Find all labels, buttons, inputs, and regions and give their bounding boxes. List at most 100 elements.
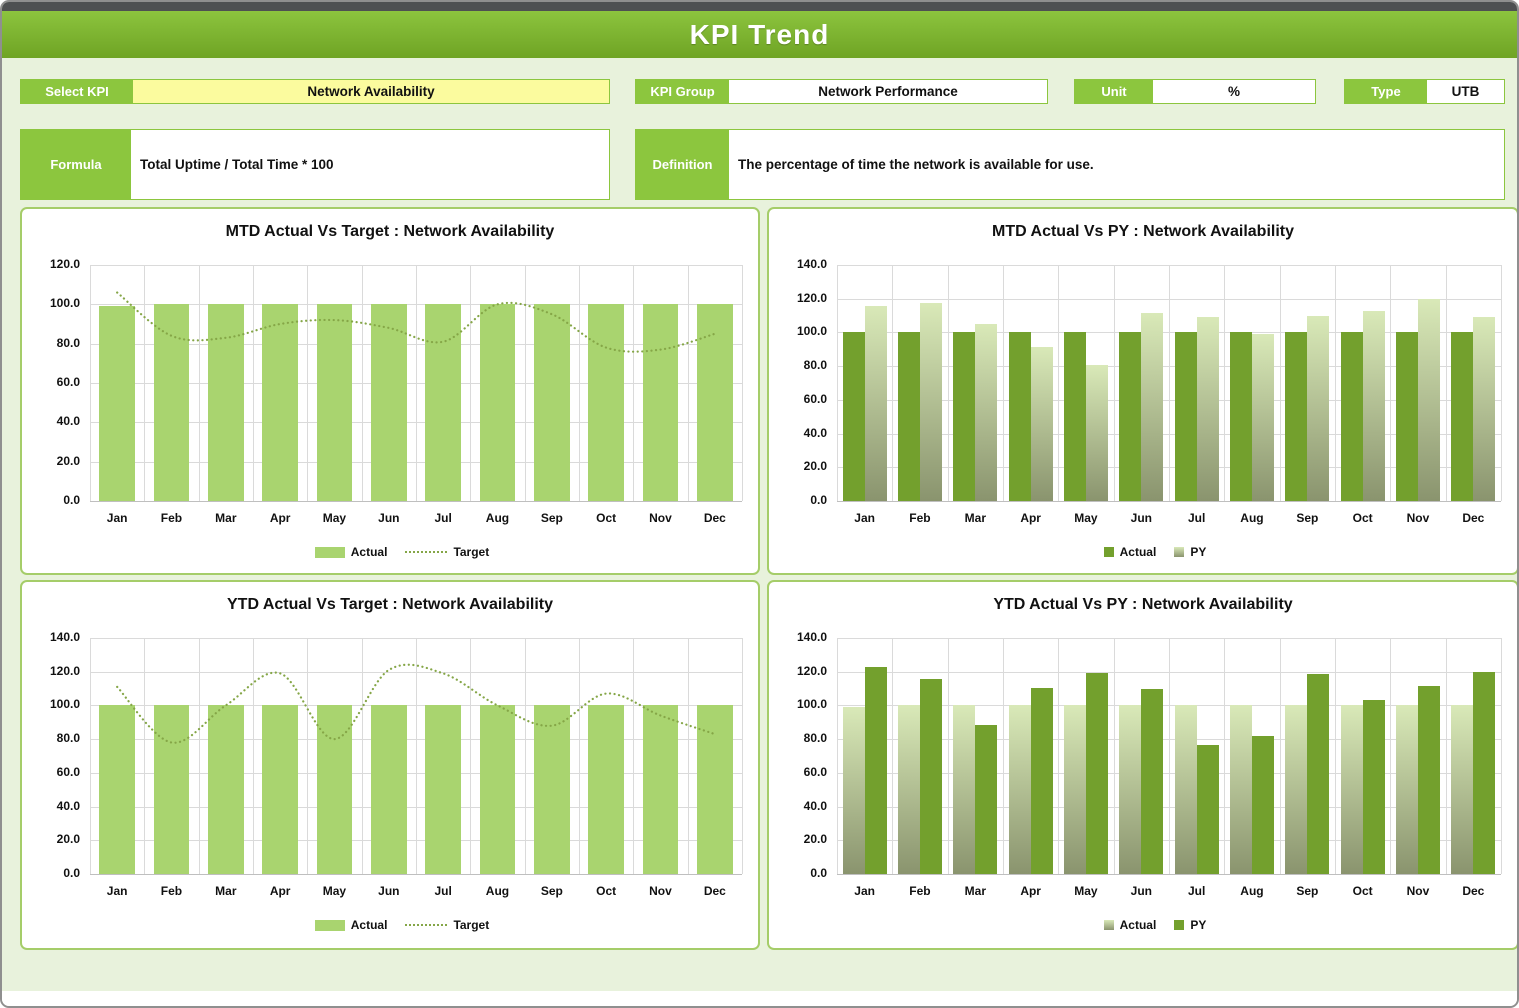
y-tick-label: 40.0 — [803, 798, 827, 813]
actual-bar-feb — [153, 304, 190, 501]
actual-bar-jun — [1119, 332, 1142, 501]
x-axis-label: Dec — [1462, 511, 1485, 525]
x-axis-label: Apr — [269, 884, 291, 898]
type-label: Type — [1345, 80, 1427, 103]
actual-bar-may — [316, 304, 353, 501]
legend-dotted-line-swatch — [405, 551, 448, 553]
x-axis-label: Mar — [964, 884, 986, 898]
x-axis-label: Dec — [703, 884, 726, 898]
actual-bar-feb — [897, 705, 920, 874]
window-top-strip — [2, 2, 1517, 11]
x-axis-label: May — [1074, 511, 1098, 525]
gridline-vertical — [361, 265, 363, 501]
py-bar-may — [1086, 365, 1109, 501]
actual-bar-aug — [479, 304, 516, 501]
x-axis-label: Jun — [378, 884, 400, 898]
actual-bar-sep — [533, 705, 570, 874]
y-tick-label: 80.0 — [56, 335, 80, 350]
y-tick-label: 0.0 — [63, 866, 80, 880]
actual-bar-jan — [99, 705, 136, 874]
legend-item-target: Target — [405, 545, 489, 559]
type-value: UTB — [1427, 80, 1504, 103]
gridline-vertical — [1445, 638, 1447, 874]
gridline-vertical — [470, 265, 472, 501]
py-bar-sep — [1307, 315, 1330, 501]
kpi-group-value: Network Performance — [729, 80, 1047, 103]
definition-field: Definition The percentage of time the ne… — [635, 129, 1505, 200]
y-tick-label: 60.0 — [803, 764, 827, 779]
actual-bar-jul — [1174, 705, 1197, 874]
py-bar-may — [1086, 672, 1109, 874]
y-tick-label: 120.0 — [796, 290, 827, 305]
x-axis-label: May — [1074, 884, 1098, 898]
py-bar-mar — [975, 324, 998, 501]
actual-bar-dec — [1451, 705, 1474, 874]
x-axis-label: Mar — [215, 511, 237, 525]
py-bar-mar — [975, 724, 998, 874]
py-bar-jul — [1196, 317, 1219, 501]
y-tick-label: 0.0 — [810, 866, 827, 880]
x-axis-label: Oct — [1352, 884, 1373, 898]
x-axis-label: Jan — [854, 884, 875, 898]
py-bar-nov — [1418, 298, 1441, 501]
actual-bar-dec — [696, 705, 733, 874]
ytd-actual-vs-py-chart: YTD Actual Vs PY : Network Availability 0… — [767, 580, 1517, 950]
gridline-vertical — [1003, 265, 1004, 501]
y-tick-label: 40.0 — [56, 414, 80, 429]
window-bottom-strip — [2, 991, 1517, 1006]
actual-bar-dec — [1451, 332, 1474, 501]
gridline-horizontal — [837, 874, 1501, 875]
gridline-vertical — [1113, 265, 1115, 501]
chart-title: MTD Actual Vs PY : Network Availability — [992, 223, 1294, 240]
unit-value: % — [1153, 80, 1315, 103]
y-tick-label: 100.0 — [49, 697, 80, 712]
formula-label: Formula — [21, 130, 131, 199]
gridline-vertical — [1058, 638, 1060, 874]
legend-label: Actual — [350, 918, 388, 932]
legend-label: PY — [1190, 918, 1207, 932]
y-tick-label: 80.0 — [803, 731, 827, 746]
legend-label: Target — [453, 918, 490, 932]
x-axis-label: Nov — [1406, 884, 1430, 898]
x-axis-label: Jul — [1187, 884, 1206, 898]
y-tick-label: 40.0 — [803, 425, 827, 440]
actual-bar-may — [1063, 705, 1086, 874]
py-bar-aug — [1252, 334, 1275, 501]
chart-legend: Actual PY — [809, 545, 1501, 559]
gridline-vertical — [524, 638, 526, 874]
legend-item-target: Target — [405, 918, 489, 932]
actual-bar-may — [316, 705, 353, 874]
x-axis-label: Nov — [1406, 511, 1430, 525]
ytd-actual-vs-target-chart: YTD Actual Vs Target : Network Availabil… — [20, 580, 760, 950]
gridline-vertical — [742, 638, 743, 874]
py-bar-sep — [1307, 674, 1330, 874]
select-kpi-field: Select KPI Network Availability — [20, 79, 610, 104]
gridline-vertical — [633, 638, 635, 874]
y-tick-label: 140.0 — [49, 630, 80, 644]
mtd-actual-vs-py-chart: MTD Actual Vs PY : Network Availability 0… — [767, 207, 1517, 575]
legend-item-actual: Actual — [1103, 545, 1157, 559]
actual-bar-jun — [370, 705, 407, 874]
gridline-vertical — [1224, 638, 1226, 874]
y-tick-label: 120.0 — [49, 663, 80, 678]
actual-bar-feb — [153, 705, 190, 874]
page-title: KPI Trend — [689, 18, 830, 50]
actual-bar-jun — [1119, 705, 1142, 874]
gridline-vertical — [90, 638, 91, 874]
legend-label: Actual — [350, 545, 388, 559]
gridline-vertical — [198, 265, 200, 501]
gridline-horizontal — [90, 501, 742, 502]
gridline-vertical — [144, 265, 146, 501]
legend-swatch — [1103, 920, 1114, 930]
legend-label: Actual — [1119, 545, 1157, 559]
gridline-vertical — [307, 265, 309, 501]
select-kpi-value[interactable]: Network Availability — [133, 80, 609, 103]
x-axis-label: Feb — [909, 884, 931, 898]
y-tick-label: 140.0 — [796, 630, 827, 644]
gridline-vertical — [253, 265, 254, 501]
gridline-vertical — [1335, 265, 1336, 501]
actual-bar-mar — [953, 705, 976, 874]
legend-item-actual: Actual — [314, 918, 388, 932]
legend-item-actual: Actual — [314, 545, 388, 559]
